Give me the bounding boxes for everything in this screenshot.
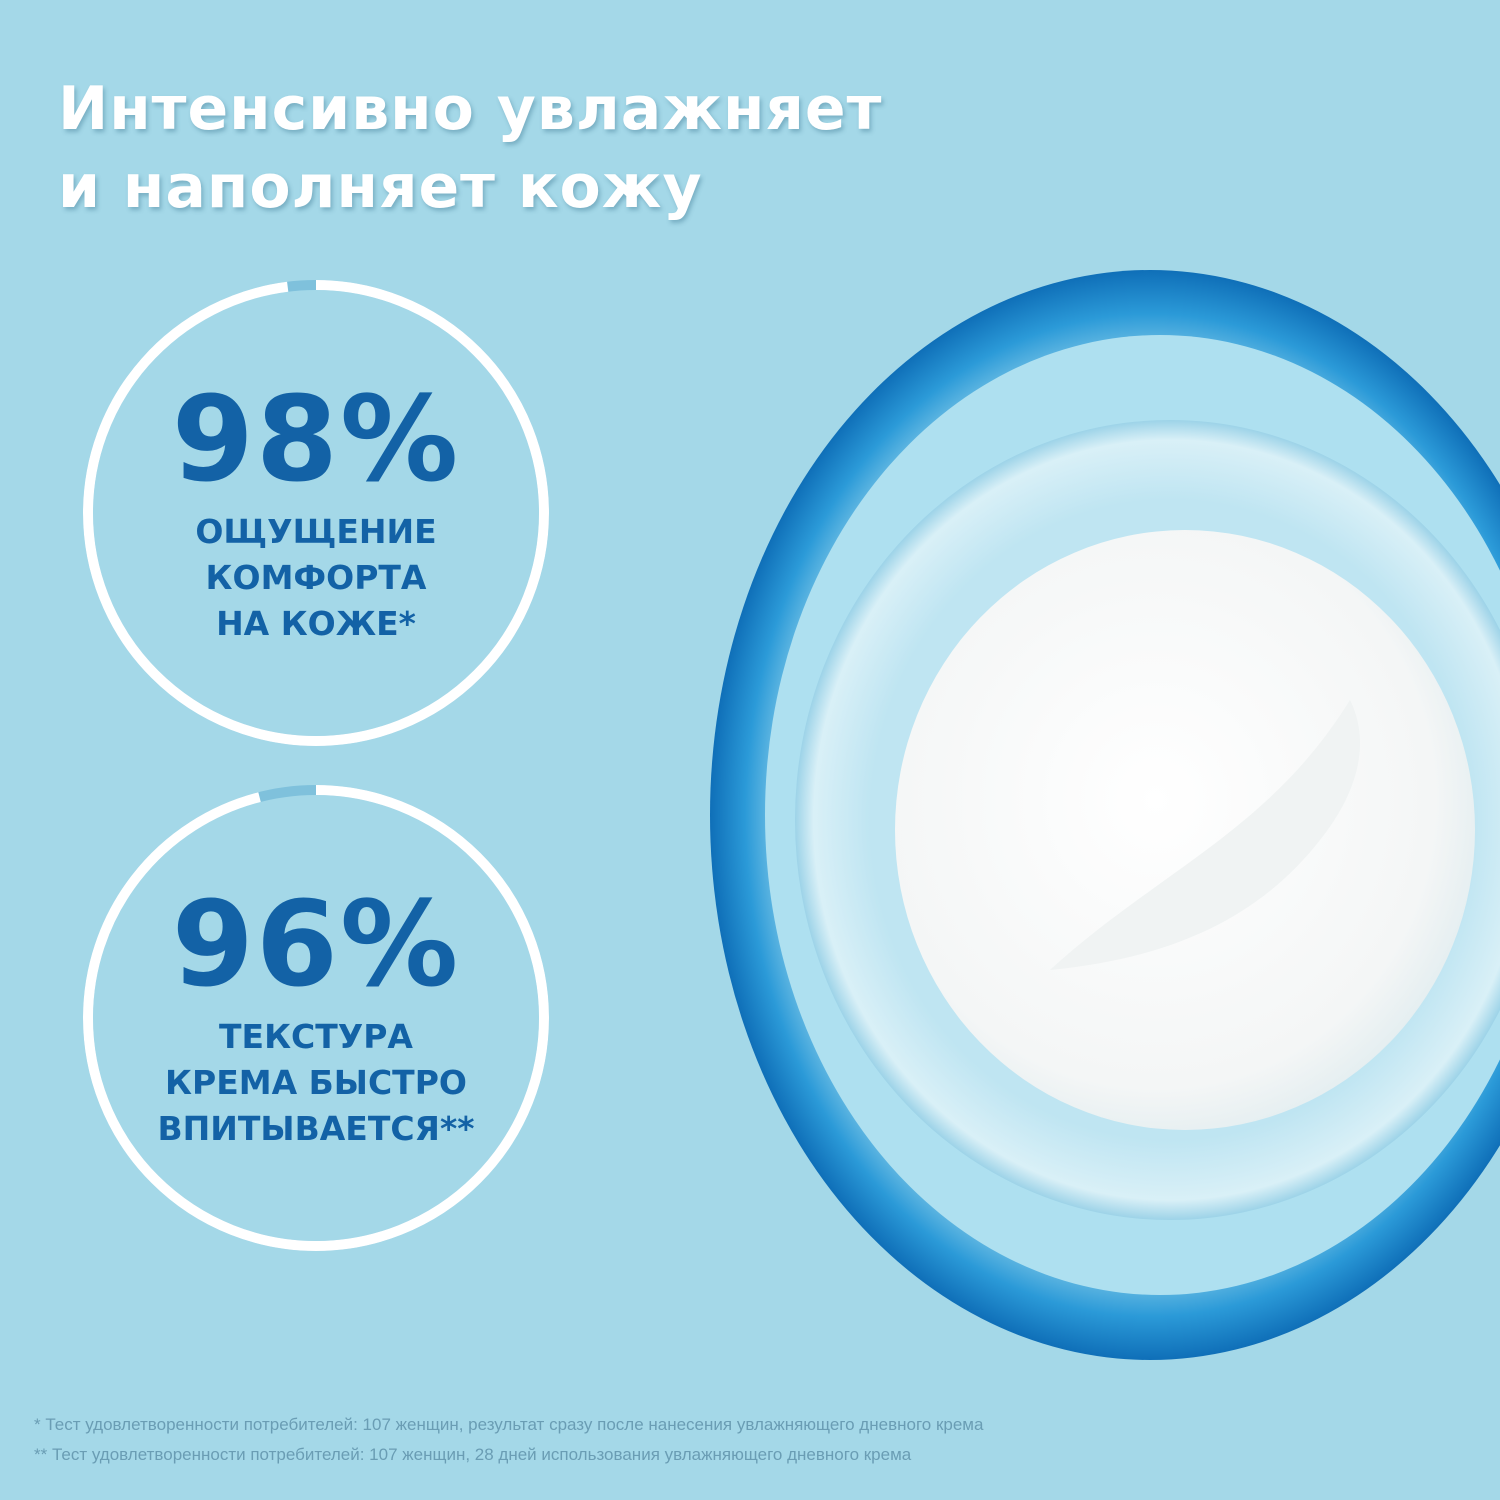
stat-label: ОЩУЩЕНИЕ КОМФОРТА НА КОЖЕ* bbox=[195, 512, 437, 643]
stat-texture: 96% ТЕКСТУРА КРЕМА БЫСТРО ВПИТЫВАЕТСЯ** bbox=[81, 783, 551, 1253]
headline-line-2: и наполняет кожу bbox=[58, 152, 703, 222]
headline-line-1: Интенсивно увлажняет bbox=[58, 74, 883, 144]
stat-percent: 96% bbox=[171, 875, 461, 1013]
footnotes: * Тест удовлетворенности потребителей: 1… bbox=[34, 1410, 983, 1470]
stat-percent: 98% bbox=[171, 370, 461, 508]
stat-label: ТЕКСТУРА КРЕМА БЫСТРО ВПИТЫВАЕТСЯ** bbox=[157, 1017, 475, 1148]
headline: Интенсивно увлажняет и наполняет кожу bbox=[58, 70, 882, 226]
ring-fill bbox=[83, 785, 549, 1251]
footnote-2: ** Тест удовлетворенности потребителей: … bbox=[34, 1445, 912, 1464]
stat-comfort: 98% ОЩУЩЕНИЕ КОМФОРТА НА КОЖЕ* bbox=[81, 278, 551, 748]
progress-ring bbox=[83, 280, 549, 746]
cream-jar-image bbox=[710, 270, 1500, 1360]
footnote-1: * Тест удовлетворенности потребителей: 1… bbox=[34, 1415, 984, 1434]
ring-fill bbox=[83, 280, 549, 746]
progress-ring bbox=[83, 785, 549, 1251]
